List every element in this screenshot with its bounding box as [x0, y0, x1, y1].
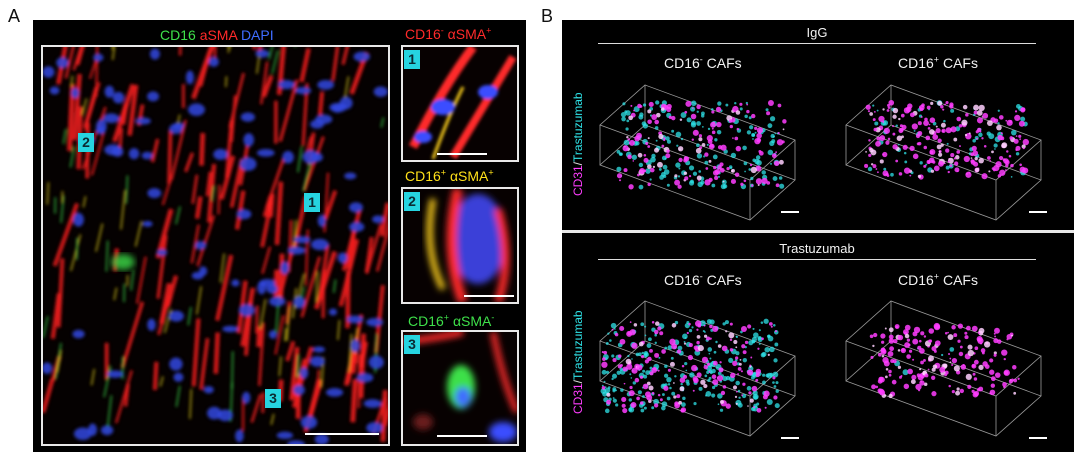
- asma-label: aSMA: [199, 27, 238, 43]
- row-divider: [562, 230, 1074, 233]
- scale-bar-b4: [1029, 437, 1047, 439]
- inset-1-scale-bar: [437, 153, 487, 155]
- main-scale-bar: [305, 433, 379, 435]
- condition-trastuzumab-line: [598, 259, 1036, 260]
- scale-bar-b1: [781, 211, 799, 213]
- inset-1-image: [401, 45, 519, 162]
- igg-col1-label: CD16- CAFs: [664, 54, 742, 71]
- region-badge-1: 1: [304, 193, 320, 212]
- igg-col2-label: CD16+ CAFs: [898, 54, 978, 71]
- scale-bar-b2: [1029, 211, 1047, 213]
- y-axis-label-top: CD31/Trastuzumab: [571, 92, 585, 196]
- inset-3-badge: 3: [404, 335, 420, 354]
- inset-2-image: [401, 187, 519, 304]
- inset-2-scale-bar: [464, 295, 514, 297]
- inset-2-label: CD16+ αSMA+: [405, 167, 494, 184]
- tras-col1-label: CD16- CAFs: [664, 271, 742, 288]
- render-igg-cd16neg: [599, 84, 796, 221]
- region-badge-3: 3: [265, 389, 281, 408]
- inset-1-badge: 1: [404, 50, 420, 69]
- inset-1-label: CD16- αSMA+: [405, 25, 492, 42]
- inset-3-scale-bar: [437, 435, 487, 437]
- stain-title: CD16 aSMA DAPI: [160, 27, 274, 43]
- condition-igg-line: [598, 43, 1036, 44]
- inset-3-label: CD16+ αSMA-: [408, 312, 495, 329]
- cd16-label: CD16: [160, 27, 196, 43]
- render-tras-cd16pos: [845, 300, 1042, 437]
- y-axis-label-bottom: CD31/Trastuzumab: [571, 310, 585, 414]
- main-micrograph: [41, 45, 390, 446]
- panel-b-letter: B: [541, 6, 554, 26]
- inset-2-badge: 2: [404, 192, 420, 211]
- render-igg-cd16pos: [845, 84, 1042, 221]
- tras-col2-label: CD16+ CAFs: [898, 271, 978, 288]
- condition-igg: IgG: [806, 25, 828, 40]
- panel-a-letter: A: [8, 6, 21, 26]
- render-tras-cd16neg: [599, 300, 796, 437]
- inset-3-image: [401, 330, 519, 446]
- region-badge-2: 2: [78, 133, 94, 152]
- micrograph-image: [43, 47, 388, 444]
- condition-trastuzumab: Trastuzumab: [779, 241, 855, 256]
- dapi-label: DAPI: [240, 27, 274, 43]
- panel-b-background: [562, 20, 1074, 452]
- scale-bar-b3: [781, 437, 799, 439]
